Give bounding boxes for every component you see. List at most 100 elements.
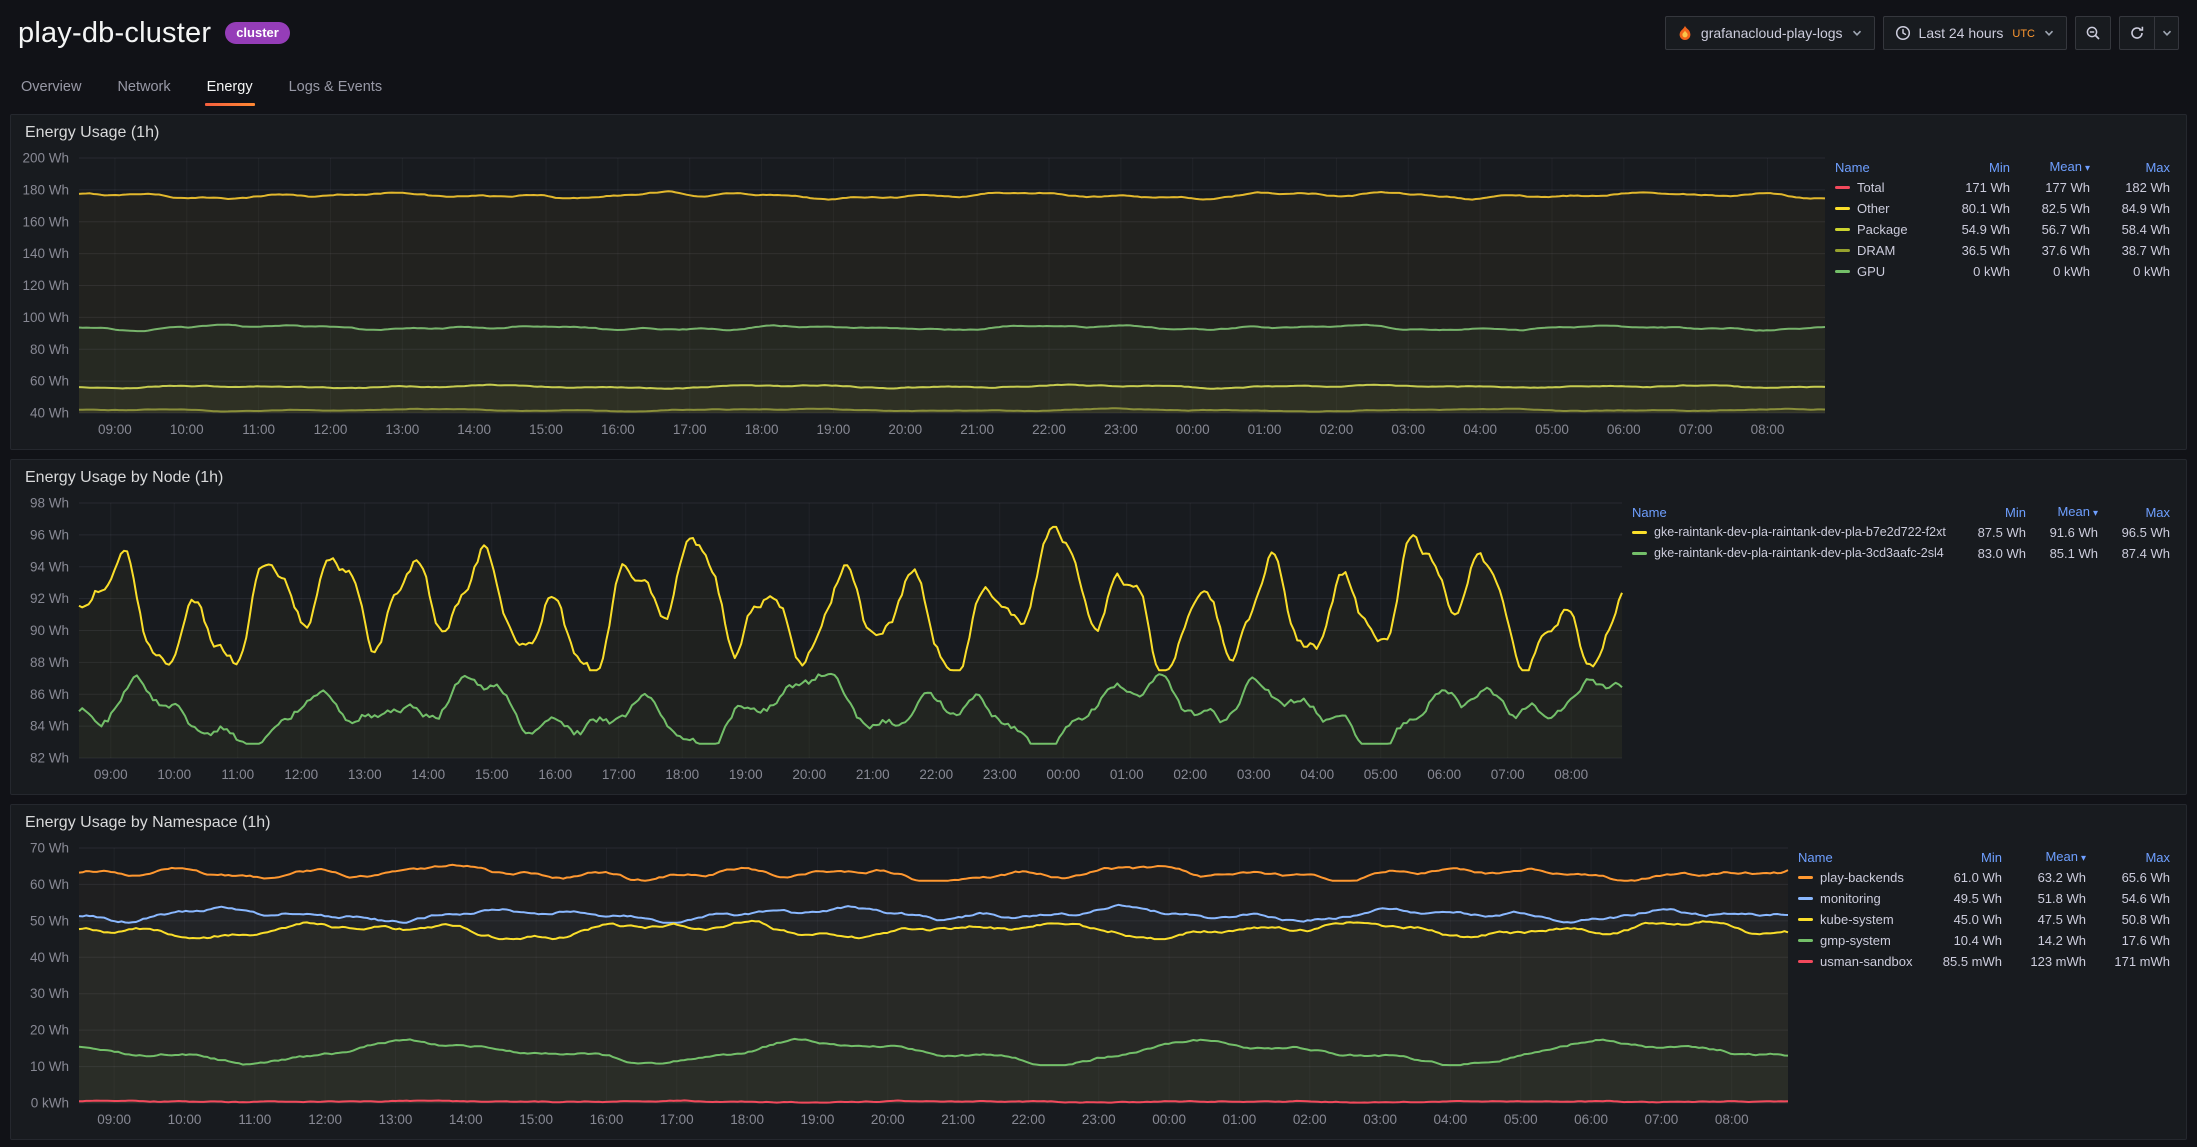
legend-header-max[interactable]: Max [2145, 505, 2170, 520]
x-axis-label: 23:00 [1082, 1112, 1116, 1127]
panel-title[interactable]: Energy Usage by Namespace (1h) [25, 814, 271, 831]
x-axis-label: 15:00 [519, 1112, 553, 1127]
legend-row-gpu[interactable]: GPU 0 kWh 0 kWh 0 kWh [1835, 261, 2170, 282]
time-range-picker[interactable]: Last 24 hours UTC [1882, 16, 2067, 50]
legend-table: Name Min Mean ▾ Max Total 171 Wh 177 Wh 182 Wh Ot… [1831, 144, 2176, 443]
legend-header-mean[interactable]: Mean ▾ [2045, 849, 2086, 864]
x-axis-label: 01:00 [1110, 767, 1144, 782]
x-axis-label: 16:00 [590, 1112, 624, 1127]
y-axis-label: 60 Wh [30, 877, 69, 892]
legend-header-mean[interactable]: Mean ▾ [2049, 159, 2090, 174]
y-axis-label: 80 Wh [30, 342, 69, 357]
legend-value: 171 Wh [1965, 180, 2010, 195]
legend-header-name[interactable]: Name [1835, 160, 1870, 175]
x-axis-label: 05:00 [1504, 1112, 1538, 1127]
series-name: Total [1857, 180, 1885, 195]
series-name: monitoring [1820, 891, 1881, 906]
legend-row-gke-raintank-dev-pla-raintank-dev-pla-b7e2d722-f2xt[interactable]: gke-raintank-dev-pla-raintank-dev-pla-b7… [1632, 522, 2170, 543]
series-color-swatch [1835, 249, 1850, 252]
x-axis-label: 16:00 [538, 767, 572, 782]
x-axis-label: 07:00 [1491, 767, 1525, 782]
refresh-interval-dropdown[interactable] [2155, 16, 2179, 50]
legend-row-gke-raintank-dev-pla-raintank-dev-pla-3cd3aafc-2sl4[interactable]: gke-raintank-dev-pla-raintank-dev-pla-3c… [1632, 543, 2170, 564]
title-wrap: play-db-cluster cluster [18, 17, 290, 50]
legend-value: 14.2 Wh [2037, 933, 2086, 948]
panel-title[interactable]: Energy Usage (1h) [25, 124, 160, 141]
series-line-kube-system [78, 919, 1789, 941]
x-axis-label: 22:00 [1012, 1112, 1046, 1127]
x-axis-label: 16:00 [601, 422, 635, 437]
series-color-swatch [1798, 897, 1813, 900]
legend-header-mean[interactable]: Mean ▾ [2057, 504, 2098, 519]
panel-energy-usage: Energy Usage (1h) 09:00 10:00 11:00 12:00 13… [10, 114, 2187, 450]
zoom-out-button[interactable] [2075, 16, 2111, 50]
legend-row-play-backends[interactable]: play-backends 61.0 Wh 63.2 Wh 65.6 Wh [1798, 867, 2170, 888]
x-axis-label: 15:00 [475, 767, 509, 782]
x-axis-label: 22:00 [919, 767, 953, 782]
x-axis-label: 19:00 [817, 422, 851, 437]
x-axis-label: 23:00 [983, 767, 1017, 782]
legend-value: 38.7 Wh [2121, 243, 2170, 258]
tab-overview[interactable]: Overview [19, 66, 83, 108]
legend-value: 54.6 Wh [2121, 891, 2170, 906]
legend-row-total[interactable]: Total 171 Wh 177 Wh 182 Wh [1835, 177, 2170, 198]
x-axis-label: 06:00 [1574, 1112, 1608, 1127]
legend-header-min[interactable]: Min [2005, 505, 2026, 520]
refresh-button[interactable] [2119, 16, 2155, 50]
x-axis-label: 19:00 [729, 767, 763, 782]
y-axis-label: 120 Wh [22, 278, 69, 293]
legend-row-dram[interactable]: DRAM 36.5 Wh 37.6 Wh 38.7 Wh [1835, 240, 2170, 261]
legend-value: 17.6 Wh [2121, 933, 2170, 948]
tab-label: Energy [206, 79, 253, 95]
panel-body: 09:00 10:00 11:00 12:00 13:00 14:00 15:00 16:00… [11, 489, 2186, 794]
x-axis-label: 02:00 [1173, 767, 1207, 782]
legend-header-max[interactable]: Max [2145, 160, 2170, 175]
legend-value: 87.4 Wh [2121, 546, 2170, 561]
y-axis-label: 20 Wh [30, 1023, 69, 1038]
legend-header-name[interactable]: Name [1798, 850, 1833, 865]
series-fill-total [79, 191, 1825, 413]
series-name: kube-system [1820, 912, 1894, 927]
panel-title[interactable]: Energy Usage by Node (1h) [25, 469, 224, 486]
x-axis-label: 13:00 [385, 422, 419, 437]
series-fill-package [79, 384, 1825, 413]
legend-header-min[interactable]: Min [1981, 850, 2002, 865]
legend-value: 65.6 Wh [2121, 870, 2170, 885]
series-name-cell: DRAM [1835, 240, 1930, 261]
x-axis-label: 19:00 [801, 1112, 835, 1127]
legend-row-gmp-system[interactable]: gmp-system 10.4 Wh 14.2 Wh 17.6 Wh [1798, 930, 2170, 951]
legend-row-other[interactable]: Other 80.1 Wh 82.5 Wh 84.9 Wh [1835, 198, 2170, 219]
tab-logs-events[interactable]: Logs & Events [287, 66, 385, 108]
timezone-label: UTC [2012, 28, 2035, 40]
tab-energy[interactable]: Energy [204, 66, 255, 108]
energy-usage-chart[interactable]: 09:00 10:00 11:00 12:00 13:00 14:00 15:00 16:00… [15, 144, 1831, 443]
legend-header-max[interactable]: Max [2145, 850, 2170, 865]
x-axis-label: 23:00 [1104, 422, 1138, 437]
legend-row-kube-system[interactable]: kube-system 45.0 Wh 47.5 Wh 50.8 Wh [1798, 909, 2170, 930]
legend-header-min[interactable]: Min [1989, 160, 2010, 175]
x-axis-label: 03:00 [1237, 767, 1271, 782]
energy-usage-by-node-chart[interactable]: 09:00 10:00 11:00 12:00 13:00 14:00 15:00 16:00… [15, 489, 1628, 788]
legend-row-usman-sandbox[interactable]: usman-sandbox 85.5 mWh 123 mWh 171 mWh [1798, 951, 2170, 972]
series-line-gke-raintank-dev-pla-raintank-dev-pla-b7e2d722-f2xt [78, 525, 1623, 672]
x-axis-label: 06:00 [1607, 422, 1641, 437]
refresh-split-button [2119, 16, 2179, 50]
series-name-cell: Total [1835, 177, 1930, 198]
legend-row-monitoring[interactable]: monitoring 49.5 Wh 51.8 Wh 54.6 Wh [1798, 888, 2170, 909]
energy-usage-by-namespace-chart[interactable]: 09:00 10:00 11:00 12:00 13:00 14:00 15:00 16:00… [15, 834, 1794, 1133]
legend-header-name[interactable]: Name [1632, 505, 1667, 520]
datasource-picker[interactable]: grafanacloud-play-logs [1664, 16, 1875, 50]
sort-caret-icon: ▾ [2080, 853, 2086, 864]
legend-value: 54.9 Wh [1961, 222, 2010, 237]
series-line-package [78, 383, 1826, 390]
x-axis-label: 05:00 [1535, 422, 1569, 437]
legend-value: 0 kWh [2133, 264, 2170, 279]
legend-value: 82.5 Wh [2041, 201, 2090, 216]
series-line-usman-sandbox [78, 1099, 1789, 1104]
panel-energy-usage-by-node: Energy Usage by Node (1h) 09:00 10:00 11:0… [10, 459, 2187, 795]
series-color-swatch [1835, 207, 1850, 210]
y-axis-label: 84 Wh [30, 719, 69, 734]
legend-row-package[interactable]: Package 54.9 Wh 56.7 Wh 58.4 Wh [1835, 219, 2170, 240]
tab-network[interactable]: Network [115, 66, 172, 108]
legend-value: 51.8 Wh [2037, 891, 2086, 906]
